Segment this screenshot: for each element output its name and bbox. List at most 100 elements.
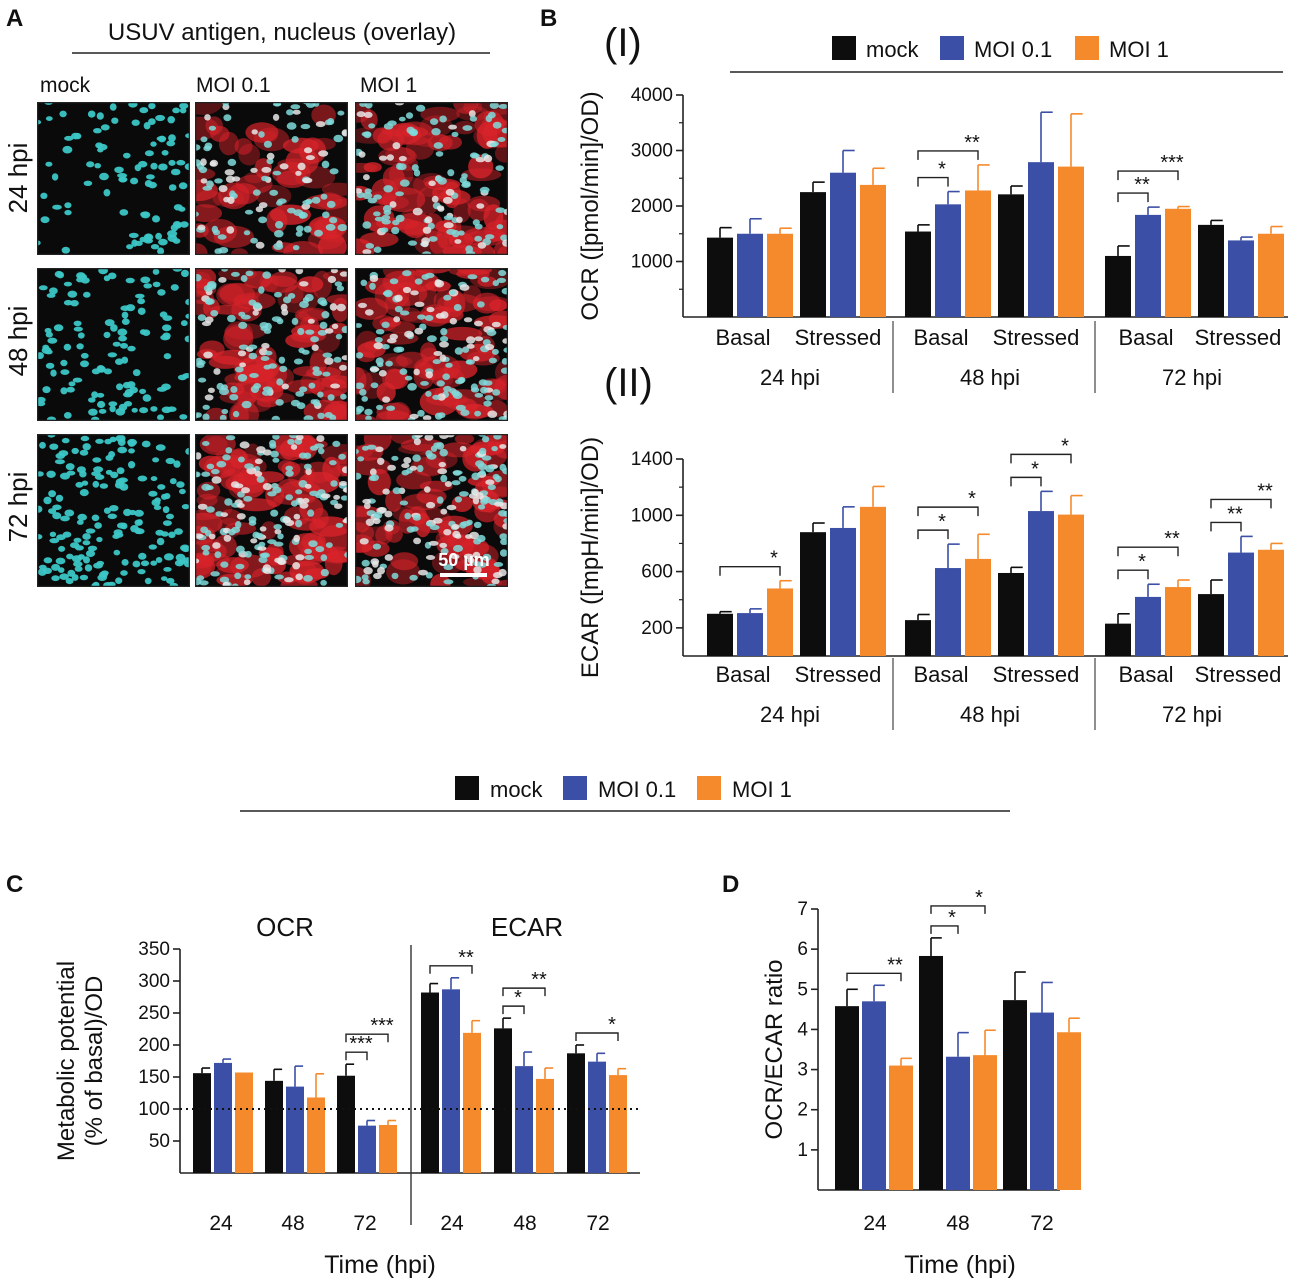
nucleus-dot — [88, 408, 98, 416]
nucleus-dot — [304, 548, 312, 555]
nucleus-dot — [453, 544, 463, 553]
nucleus-dot — [80, 352, 89, 359]
nucleus-dot — [65, 578, 74, 585]
nucleus-dot — [38, 285, 48, 291]
nucleus-dot — [282, 516, 291, 523]
nucleus-dot — [295, 231, 303, 237]
y-tick-label: 4000 — [631, 85, 673, 106]
nucleus-dot — [211, 476, 222, 484]
nucleus-dot — [52, 504, 62, 511]
nucleus-dot — [272, 170, 282, 176]
nucleus-dot — [150, 162, 158, 170]
significance-label: *** — [1160, 152, 1184, 174]
nucleus-dot — [324, 357, 334, 365]
nucleus-dot — [179, 488, 186, 495]
nucleus-dot — [317, 329, 327, 336]
nucleus-dot — [295, 554, 305, 561]
nucleus-dot — [132, 560, 141, 568]
nucleus-dot — [131, 239, 138, 247]
nucleus-dot — [439, 542, 448, 549]
nucleus-dot — [166, 406, 177, 412]
nucleus-dot — [486, 329, 497, 336]
nucleus-dot — [277, 557, 286, 565]
micrograph-border — [37, 434, 190, 587]
y-axis-label: OCR ([pmol/min]/OD) — [577, 91, 604, 320]
nucleus-dot — [272, 434, 280, 440]
nucleus-dot — [117, 328, 128, 336]
nucleus-dot — [487, 484, 496, 491]
nucleus-dot — [121, 356, 129, 364]
nucleus-dot — [473, 566, 482, 574]
nucleus-dot — [42, 386, 51, 394]
bar-MOI1-2 — [1057, 1032, 1081, 1190]
nucleus-dot — [341, 355, 348, 361]
nucleus-dot — [305, 329, 315, 335]
nucleus-dot — [179, 107, 187, 114]
nucleus-dot — [361, 574, 369, 581]
significance-bracket — [502, 1005, 525, 1015]
bar-MOI1-0 — [767, 588, 793, 656]
antigen-blob — [227, 183, 260, 205]
nucleus-dot — [127, 345, 136, 352]
nucleus-dot — [266, 152, 275, 160]
nucleus-dot — [224, 169, 235, 176]
nucleus-dot — [157, 484, 166, 490]
nucleus-dot — [304, 555, 314, 560]
nucleus-dot — [391, 572, 399, 580]
nucleus-dot — [367, 197, 378, 204]
nucleus-dot — [440, 311, 449, 319]
antigen-blob — [421, 347, 439, 360]
nucleus-dot — [77, 513, 87, 521]
nucleus-dot — [375, 446, 384, 453]
nucleus-dot — [381, 321, 390, 328]
significance-label: ** — [458, 947, 474, 969]
nucleus-dot — [93, 466, 104, 473]
bar-MOI01-4 — [1135, 596, 1161, 656]
x-tick-label: 72 — [586, 1212, 609, 1235]
nucleus-dot — [389, 333, 398, 340]
nucleus-dot — [451, 480, 461, 486]
nucleus-dot — [256, 446, 266, 454]
y-tick-label: 350 — [138, 939, 170, 960]
y-tick-label: 200 — [138, 1035, 170, 1056]
nucleus-dot — [226, 226, 235, 234]
legend-mid-swatch-mock — [455, 776, 479, 800]
nucleus-dot — [110, 324, 118, 332]
bar-MOI1-3 — [1058, 514, 1084, 656]
nucleus-dot — [440, 328, 448, 336]
nucleus-dot — [409, 413, 419, 420]
nucleus-dot — [252, 310, 259, 316]
nucleus-dot — [384, 524, 394, 532]
nucleus-dot — [299, 386, 308, 393]
nucleus-dot — [438, 461, 446, 468]
nucleus-dot — [355, 408, 362, 415]
nucleus-dot — [329, 217, 338, 224]
nucleus-dot — [483, 154, 493, 163]
nucleus-dot — [466, 336, 476, 344]
micrograph-1-2 — [355, 268, 508, 421]
nucleus-dot — [440, 336, 449, 343]
nucleus-dot — [179, 102, 189, 110]
antigen-blob — [322, 546, 348, 564]
nucleus-dot — [355, 382, 365, 390]
nucleus-dot — [320, 568, 329, 577]
nucleus-dot — [111, 117, 119, 124]
x-group-label: 24 hpi — [760, 702, 820, 727]
nucleus-dot — [373, 194, 382, 200]
nucleus-dot — [362, 192, 373, 200]
nucleus-dot — [414, 327, 424, 335]
nucleus-dot — [123, 152, 131, 159]
nucleus-dot — [461, 182, 471, 188]
x-group-label: 72 hpi — [1162, 702, 1222, 727]
nucleus-dot — [140, 211, 149, 217]
nucleus-dot — [132, 369, 141, 377]
y-tick-label: 100 — [138, 1099, 170, 1120]
nucleus-dot — [258, 202, 268, 209]
nucleus-dot — [152, 268, 160, 275]
nucleus-dot — [152, 281, 161, 288]
significance-bracket — [575, 1032, 619, 1041]
nucleus-dot — [476, 492, 484, 500]
bar-mock-4 — [1105, 255, 1131, 317]
nucleus-dot — [404, 330, 414, 338]
nucleus-dot — [365, 415, 372, 421]
